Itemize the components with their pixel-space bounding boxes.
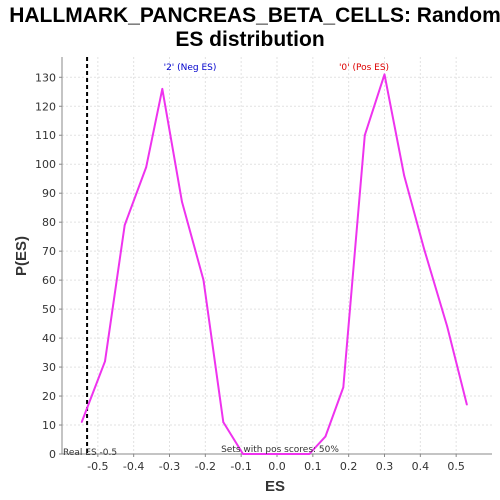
series-point-0-13 xyxy=(363,134,366,137)
series-point-0-3 xyxy=(145,166,148,168)
series-point-0-1 xyxy=(104,360,106,363)
real-es-label: Real ES -0.5 xyxy=(63,448,117,458)
x-tick-label-8: 0.3 xyxy=(376,460,394,473)
series-point-0-16 xyxy=(423,247,425,250)
x-tick-label-9: 0.4 xyxy=(412,460,430,473)
chart-title-line2: ES distribution xyxy=(175,28,324,51)
x-tick-label-1: -0.4 xyxy=(123,460,144,473)
y-tick-label-5: 50 xyxy=(42,303,56,316)
series-point-0-11 xyxy=(324,435,327,438)
y-tick-label-9: 90 xyxy=(42,187,56,200)
series-point-0-12 xyxy=(342,386,345,389)
y-tick-label-13: 130 xyxy=(35,71,56,84)
series-point-0-9 xyxy=(276,453,278,455)
series-point-0-5 xyxy=(181,201,183,203)
series-point-0-2 xyxy=(123,224,126,226)
y-tick-label-11: 110 xyxy=(35,129,56,142)
series-point-0-0 xyxy=(80,421,83,423)
series-point-0-8 xyxy=(242,453,244,455)
x-tick-label-7: 0.2 xyxy=(340,460,358,473)
grid-layer xyxy=(62,57,492,455)
y-tick-label-10: 100 xyxy=(35,158,56,171)
y-tick-label-6: 60 xyxy=(42,274,56,287)
y-tick-label-8: 80 xyxy=(42,216,56,229)
y-tick-label-12: 120 xyxy=(35,100,56,113)
x-tick-label-2: -0.3 xyxy=(159,460,180,473)
series-point-0-6 xyxy=(202,279,205,281)
pos-scores-label: Sets with pos scores: 50% xyxy=(221,445,339,455)
y-tick-label-7: 70 xyxy=(42,245,56,258)
series-layer xyxy=(80,73,468,455)
series-point-0-7 xyxy=(222,421,225,423)
plot-area xyxy=(62,57,492,454)
neg-es-label: '2' (Neg ES) xyxy=(164,63,217,73)
x-tick-label-5: 0.0 xyxy=(268,460,286,473)
series-point-0-18 xyxy=(466,403,468,406)
y-tick-label-1: 10 xyxy=(42,419,56,432)
x-axis-label: ES xyxy=(265,478,285,495)
x-tick-label-4: -0.1 xyxy=(230,460,251,473)
series-point-0-4 xyxy=(161,88,164,90)
x-tick-labels: -0.5 -0.4 -0.3 -0.2 -0.1 0.0 0.1 0.2 0.3 0.4 0.5 xyxy=(87,460,465,473)
chart-title-line1: HALLMARK_PANCREAS_BETA_CELLS: Random xyxy=(9,4,500,27)
y-tick-label-4: 40 xyxy=(42,332,56,345)
x-tick-label-10: 0.5 xyxy=(447,460,465,473)
x-tick-label-3: -0.2 xyxy=(195,460,216,473)
y-tick-label-2: 20 xyxy=(42,390,56,403)
series-point-0-14 xyxy=(383,73,386,76)
y-axis-label: P(ES) xyxy=(13,236,30,276)
series-point-0-17 xyxy=(446,325,449,328)
x-tick-label-6: 0.1 xyxy=(304,460,322,473)
series-point-0-15 xyxy=(403,175,406,177)
y-tick-labels: 0 10 20 30 40 50 60 70 80 90 100 110 120 130 xyxy=(35,71,56,461)
x-tick-label-0: -0.5 xyxy=(87,460,108,473)
series-point-0-10 xyxy=(308,453,311,455)
y-tick-label-0: 0 xyxy=(49,448,56,461)
y-tick-label-3: 30 xyxy=(42,361,56,374)
pos-es-label: '0' (Pos ES) xyxy=(339,63,389,73)
